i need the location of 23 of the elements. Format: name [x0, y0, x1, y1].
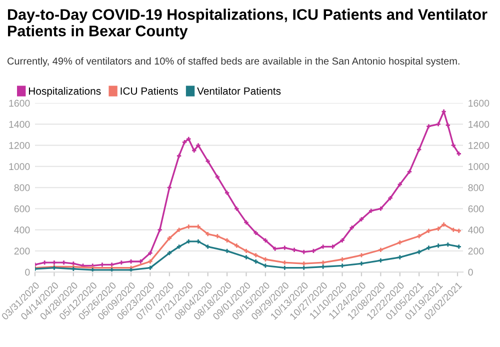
y-tick-label: 200: [14, 248, 30, 255]
chart-title: Day-to-Day COVID-19 Hospitalizations, ICU Patients and Ventilator Patients in Bexar County: [8, 8, 488, 40]
y-tick-label: 800: [14, 184, 30, 192]
y-tick-label: 600: [14, 205, 30, 212]
y2-tick-label: 1400: [468, 120, 490, 128]
y-tick-label: 1400: [9, 120, 30, 128]
legend-label: Ventilator Patients: [197, 87, 281, 95]
chart-subtitle: Currently, 49% of ventilators and 10% of staffed beds are available in the San Antonio hospital system.: [8, 57, 460, 67]
y2-tick-label: 400: [468, 226, 484, 234]
y2-tick-label: 1200: [468, 142, 490, 149]
y2-tick-label: 600: [468, 205, 484, 212]
legend-label: ICU Patients: [120, 87, 178, 95]
y-tick-label: 400: [14, 226, 30, 234]
y-tick-label: 1200: [9, 142, 30, 149]
y-tick-label: 1600: [9, 100, 30, 107]
legend-label: Hospitalizations: [28, 87, 101, 97]
y2-tick-label: 800: [468, 184, 484, 192]
y2-tick-label: 1600: [468, 100, 490, 107]
y2-tick-label: 200: [468, 248, 484, 255]
y2-tick-label: 1000: [468, 163, 490, 170]
y-tick-label: 1000: [9, 163, 30, 170]
y2-tick-label: 0: [468, 268, 473, 276]
y-tick-label: 0: [25, 268, 30, 276]
